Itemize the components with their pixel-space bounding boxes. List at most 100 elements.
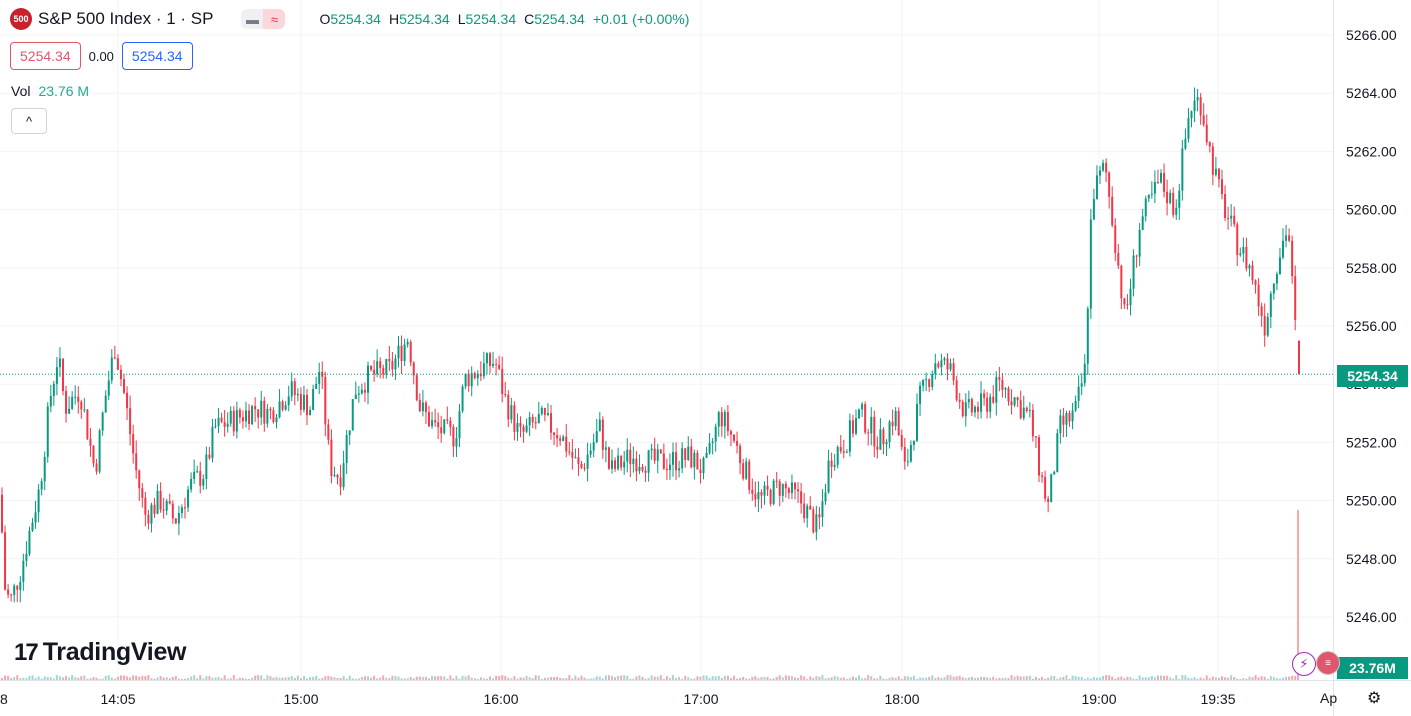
volume-bar bbox=[235, 678, 238, 680]
volume-bar bbox=[1019, 676, 1022, 680]
volume-bar bbox=[129, 677, 132, 680]
volume-bar bbox=[882, 678, 885, 680]
y-tick-label: 5258.00 bbox=[1346, 260, 1397, 276]
volume-bar bbox=[1111, 676, 1114, 680]
volume-bar bbox=[797, 678, 800, 680]
volume-bar bbox=[705, 675, 708, 680]
volume-bar bbox=[351, 678, 354, 680]
wave-icon[interactable]: ≈ bbox=[263, 9, 286, 29]
candle-body bbox=[906, 461, 909, 463]
volume-bar bbox=[611, 675, 613, 680]
volume-bar bbox=[806, 678, 809, 680]
candle-body bbox=[235, 409, 238, 432]
candle-body bbox=[537, 414, 540, 424]
candle-body bbox=[1245, 246, 1248, 269]
buy-button[interactable]: 5254.34 bbox=[121, 42, 193, 70]
candle-body bbox=[251, 406, 254, 425]
candle-body bbox=[16, 585, 19, 590]
volume-bar bbox=[260, 675, 263, 680]
candle-body bbox=[330, 439, 333, 476]
tradingview-logo[interactable]: 17 TradingView bbox=[14, 638, 187, 667]
volume-bar bbox=[214, 677, 217, 680]
volume-bar bbox=[476, 678, 479, 680]
volume-bar bbox=[165, 677, 168, 680]
volume-bar bbox=[864, 678, 867, 680]
volume-bar bbox=[412, 678, 415, 680]
volume-bar bbox=[1224, 677, 1227, 680]
candle-body bbox=[1071, 410, 1074, 422]
sell-button[interactable]: 5254.34 bbox=[10, 42, 81, 70]
candle-body bbox=[1288, 235, 1291, 241]
settings-icon[interactable]: ⚙ bbox=[1367, 690, 1382, 707]
candle-body bbox=[421, 402, 424, 412]
candle-body bbox=[431, 420, 434, 427]
volume-bar bbox=[299, 678, 302, 680]
candle-body bbox=[778, 481, 781, 496]
candle-body bbox=[534, 422, 537, 424]
volume-bar bbox=[958, 675, 961, 680]
volume-bar bbox=[885, 678, 888, 680]
candle-body bbox=[360, 389, 363, 394]
volume-bar bbox=[296, 675, 299, 680]
volume-bar bbox=[598, 676, 601, 680]
candle-body bbox=[928, 379, 931, 387]
volume-bar bbox=[31, 675, 34, 680]
candle-body bbox=[903, 447, 906, 462]
volume-bar bbox=[845, 678, 848, 680]
volume-bar bbox=[403, 678, 406, 680]
candle-body bbox=[46, 406, 49, 457]
volume-bar bbox=[946, 675, 949, 680]
candle-body bbox=[568, 451, 571, 453]
candle-body bbox=[406, 341, 409, 345]
candle-body bbox=[1278, 257, 1281, 275]
volume-bar bbox=[184, 678, 186, 680]
volume-bar bbox=[400, 678, 403, 680]
us-flag-icon[interactable]: ≡ bbox=[1316, 651, 1340, 675]
candle-body bbox=[138, 470, 141, 489]
volume-bar bbox=[1120, 676, 1123, 680]
volume-bar bbox=[815, 676, 818, 680]
candle-body bbox=[800, 491, 803, 504]
volume-bar bbox=[458, 678, 461, 680]
symbol-title[interactable]: S&P 500 Index · 1 · SP bbox=[38, 9, 214, 28]
volume-bar bbox=[736, 678, 739, 680]
volume-bar bbox=[1166, 675, 1169, 680]
volume-bar bbox=[876, 678, 879, 680]
volume-bar bbox=[34, 678, 37, 680]
candle-body bbox=[1007, 388, 1010, 402]
candle-body bbox=[1077, 386, 1080, 401]
volume-bar bbox=[1062, 676, 1065, 680]
volume-bar bbox=[678, 676, 681, 680]
candle-body bbox=[550, 413, 552, 433]
candle-body bbox=[363, 389, 366, 393]
minus-icon[interactable]: ▬ bbox=[245, 11, 259, 27]
volume-legend[interactable]: Vol 23.76 M bbox=[11, 83, 89, 99]
symbol-badge[interactable]: 500 bbox=[10, 8, 32, 30]
tradingview-logo-icon: 17 bbox=[14, 638, 39, 666]
flash-icon[interactable]: ⚡ bbox=[1292, 652, 1316, 676]
volume-bar bbox=[1205, 675, 1208, 680]
candle-body bbox=[760, 492, 763, 496]
volume-bar bbox=[589, 678, 592, 680]
candle-body bbox=[620, 455, 623, 468]
volume-bar bbox=[123, 675, 125, 680]
candle-body bbox=[836, 447, 839, 465]
candle-body bbox=[92, 445, 95, 464]
y-tick-label: 5264.00 bbox=[1346, 85, 1397, 101]
candle-body bbox=[1065, 412, 1068, 425]
candle-body bbox=[7, 589, 10, 595]
volume-bar bbox=[52, 678, 55, 680]
candle-body bbox=[949, 363, 952, 370]
volume-bar bbox=[318, 678, 321, 680]
volume-bar bbox=[449, 675, 452, 680]
volume-bar bbox=[446, 678, 449, 680]
candle-body bbox=[708, 442, 711, 453]
volume-bar bbox=[424, 676, 427, 680]
candle-body bbox=[650, 448, 653, 451]
volume-bar bbox=[1254, 675, 1257, 680]
volume-bar bbox=[1190, 678, 1193, 680]
candle-body bbox=[440, 427, 443, 434]
volume-bar bbox=[1230, 675, 1233, 680]
chevron-up-icon[interactable]: ^ bbox=[11, 108, 47, 134]
